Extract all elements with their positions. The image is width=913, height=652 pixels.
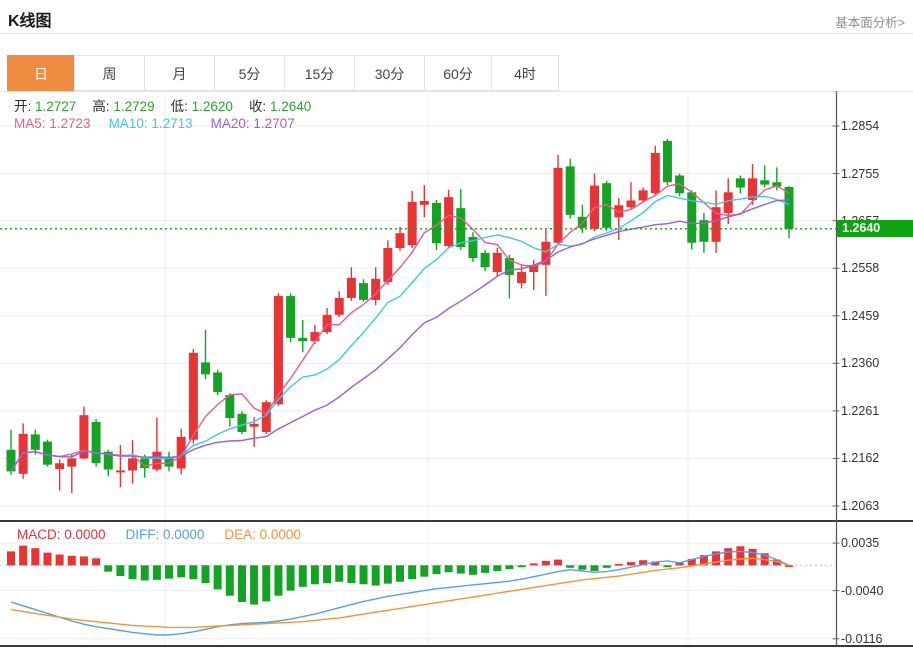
legend-item: MA20: 1.2707 xyxy=(210,116,295,131)
macd-legend: MACD: 0.0000 DIFF: 0.0000 DEA: 0.0000 xyxy=(17,527,321,542)
tab-30分[interactable]: 30分 xyxy=(354,55,425,91)
tab-日[interactable]: 日 xyxy=(7,55,75,91)
legend-item: DIFF: 0.0000 xyxy=(125,527,205,542)
tab-月[interactable]: 月 xyxy=(144,55,215,91)
legend-item: DEA: 0.0000 xyxy=(224,527,301,542)
axis-label: 1.2755 xyxy=(841,166,880,181)
ma-legend: MA5: 1.2723 MA10: 1.2713 MA20: 1.2707 xyxy=(14,116,313,131)
axis-label: -0.0116 xyxy=(841,631,883,646)
axis-label: -0.0040 xyxy=(841,583,884,598)
fundamental-analysis-link[interactable]: 基本面分析> xyxy=(835,16,905,30)
axis-label: 1.2558 xyxy=(841,261,880,276)
tabrow-bottom-border xyxy=(0,91,913,92)
axis-label: 0.0035 xyxy=(841,536,880,551)
page-title: K线图 xyxy=(8,13,52,30)
legend-item: MA5: 1.2723 xyxy=(14,116,91,131)
legend-item: 收: 1.2640 xyxy=(248,99,312,114)
tab-周[interactable]: 周 xyxy=(74,55,145,91)
axis-label: 1.2854 xyxy=(841,119,880,133)
legend-item: 低: 1.2620 xyxy=(170,99,233,114)
axis-label: 1.2063 xyxy=(841,499,880,513)
axis-label: 1.2459 xyxy=(841,308,880,323)
axis-label: 1.2261 xyxy=(841,403,880,418)
header-divider xyxy=(0,33,913,34)
axis-label: 1.2162 xyxy=(841,451,880,466)
legend-item: 开: 1.2727 xyxy=(14,99,77,114)
tab-15分[interactable]: 15分 xyxy=(284,55,355,91)
legend-item: 高: 1.2729 xyxy=(92,99,155,114)
legend-item: MA10: 1.2713 xyxy=(108,116,193,131)
ohlc-legend: 开: 1.2727 高: 1.2729 低: 1.2620 收: 1.2640 xyxy=(14,95,327,115)
interval-tabs: 日周月 5分 15分 30分 60分 4时 xyxy=(7,55,559,91)
tab-60分[interactable]: 60分 xyxy=(424,55,492,91)
tab-5分[interactable]: 5分 xyxy=(214,55,285,91)
tab-4时[interactable]: 4时 xyxy=(491,55,559,91)
axis-label: 1.2360 xyxy=(841,356,880,371)
current-price-tag: 1.2640 xyxy=(837,220,913,238)
legend-item: MACD: 0.0000 xyxy=(17,527,106,542)
